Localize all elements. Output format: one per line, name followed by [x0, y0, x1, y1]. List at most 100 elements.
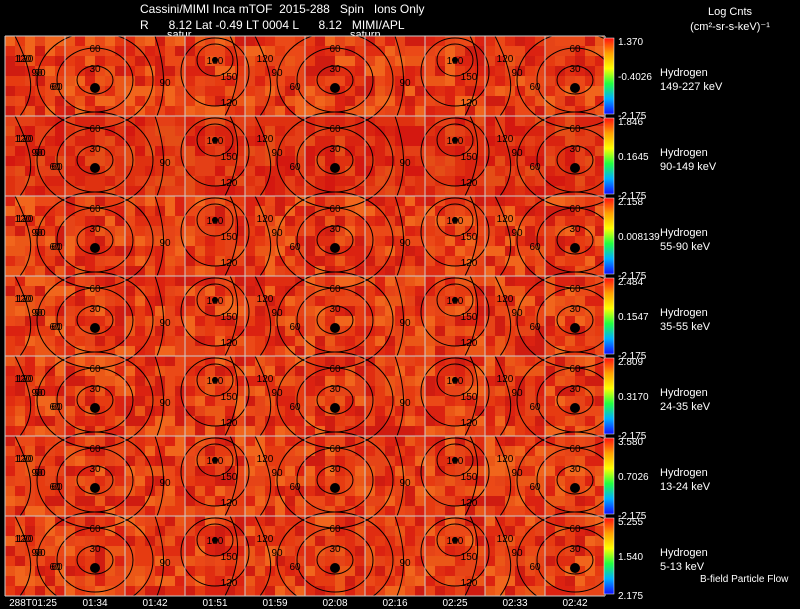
contour-label: 60 [569, 444, 581, 455]
contour-label: 90 [31, 148, 43, 159]
contour-line [494, 435, 512, 517]
contour-line [464, 36, 479, 117]
contour-line [224, 515, 239, 597]
contour-label: 90 [511, 468, 523, 479]
contour-label: 30 [569, 464, 581, 475]
saturn-disc [452, 537, 458, 543]
contour-label: 150 [221, 392, 238, 403]
contour-line [420, 517, 490, 587]
contour-line [436, 43, 474, 77]
contour-line [36, 511, 154, 599]
contour-label: 60 [89, 364, 101, 375]
contour-line [76, 65, 114, 95]
contour-label: 60 [329, 444, 341, 455]
contour-label: 60 [329, 204, 341, 215]
row-species-label: Hydrogen [660, 67, 708, 79]
contour-line [556, 465, 594, 495]
contour-label: 60 [569, 124, 581, 135]
colorbar-min-label: 2.175 [618, 591, 643, 602]
contour-line [154, 195, 164, 277]
x-tick-label: 01:59 [262, 598, 287, 609]
contour-line [76, 305, 114, 335]
contour-label: 90 [271, 148, 283, 159]
contour-label: 180 [447, 296, 464, 307]
contour-label: 30 [569, 544, 581, 555]
contour-line [516, 511, 604, 599]
contour-line [420, 357, 490, 427]
contour-line [394, 195, 404, 277]
contour-label: 120 [461, 338, 478, 349]
contour-label: 120 [17, 214, 34, 225]
contour-line [180, 117, 250, 187]
contour-line [14, 115, 32, 197]
contour-line [76, 465, 114, 495]
saturn-disc [570, 483, 580, 493]
contour-label: 90 [399, 478, 411, 489]
colorbar [603, 437, 615, 515]
contour-label: 90 [34, 388, 46, 399]
contour-label: 30 [89, 64, 101, 75]
contour-label: 60 [529, 242, 541, 253]
saturn-disc [90, 83, 100, 93]
contour-label: 60 [329, 524, 341, 535]
saturn-disc [90, 403, 100, 413]
contour-label: 90 [159, 158, 171, 169]
saturn-disc [90, 323, 100, 333]
saturn-disc [90, 243, 100, 253]
contour-label: 90 [31, 228, 43, 239]
contour-line [420, 197, 490, 267]
contour-label: 60 [49, 482, 61, 493]
contour-label: 90 [31, 468, 43, 479]
x-tick-label: 01:34 [82, 598, 107, 609]
contour-label: 90 [34, 228, 46, 239]
contour-label: 60 [289, 482, 301, 493]
contour-label: 90 [159, 398, 171, 409]
contour-line [464, 515, 479, 597]
contour-label: 90 [399, 158, 411, 169]
saturn-disc [330, 403, 340, 413]
contour-label: 120 [221, 418, 238, 429]
x-tick-label: 02:25 [442, 598, 467, 609]
legend-units: (cm²-sr-s-keV)⁻¹ [690, 21, 770, 33]
row-energy-label: 149-227 keV [660, 81, 723, 93]
contour-line [196, 363, 234, 397]
contour-line [196, 203, 234, 237]
saturn-disc [90, 483, 100, 493]
contour-line [254, 195, 272, 277]
contour-line [196, 123, 234, 157]
contour-line [154, 515, 164, 597]
contour-line [436, 283, 474, 317]
contour-label: 60 [569, 204, 581, 215]
saturn-disc [570, 163, 580, 173]
contour-line [556, 145, 594, 175]
contour-label: 30 [329, 304, 341, 315]
contour-line [556, 65, 594, 95]
contour-label: 150 [461, 472, 478, 483]
contour-label: 180 [447, 456, 464, 467]
contour-line [494, 115, 512, 197]
contour-line [556, 225, 594, 255]
contour-label: 60 [569, 364, 581, 375]
contour-label: 150 [221, 72, 238, 83]
contour-line [316, 305, 354, 335]
saturn-disc [330, 83, 340, 93]
contour-label: 150 [461, 392, 478, 403]
contour-line [76, 145, 114, 175]
contour-label: 120 [15, 374, 32, 385]
saturn-disc [212, 137, 218, 143]
contour-label: 120 [461, 498, 478, 509]
contour-label: 120 [15, 294, 32, 305]
colorbar-mid-label: 0.1547 [618, 312, 649, 323]
contour-label: 180 [207, 296, 224, 307]
saturn-disc [212, 457, 218, 463]
contour-label: 60 [529, 402, 541, 413]
row-species-label: Hydrogen [660, 387, 708, 399]
contour-label: 90 [159, 238, 171, 249]
saturn-disc [330, 163, 340, 173]
contour-line [494, 195, 512, 277]
colorbar-max-label: 2.484 [618, 277, 643, 288]
x-tick-label: 02:16 [382, 598, 407, 609]
contour-label: 60 [49, 162, 61, 173]
saturn-disc [330, 243, 340, 253]
contour-label: 120 [497, 454, 514, 465]
